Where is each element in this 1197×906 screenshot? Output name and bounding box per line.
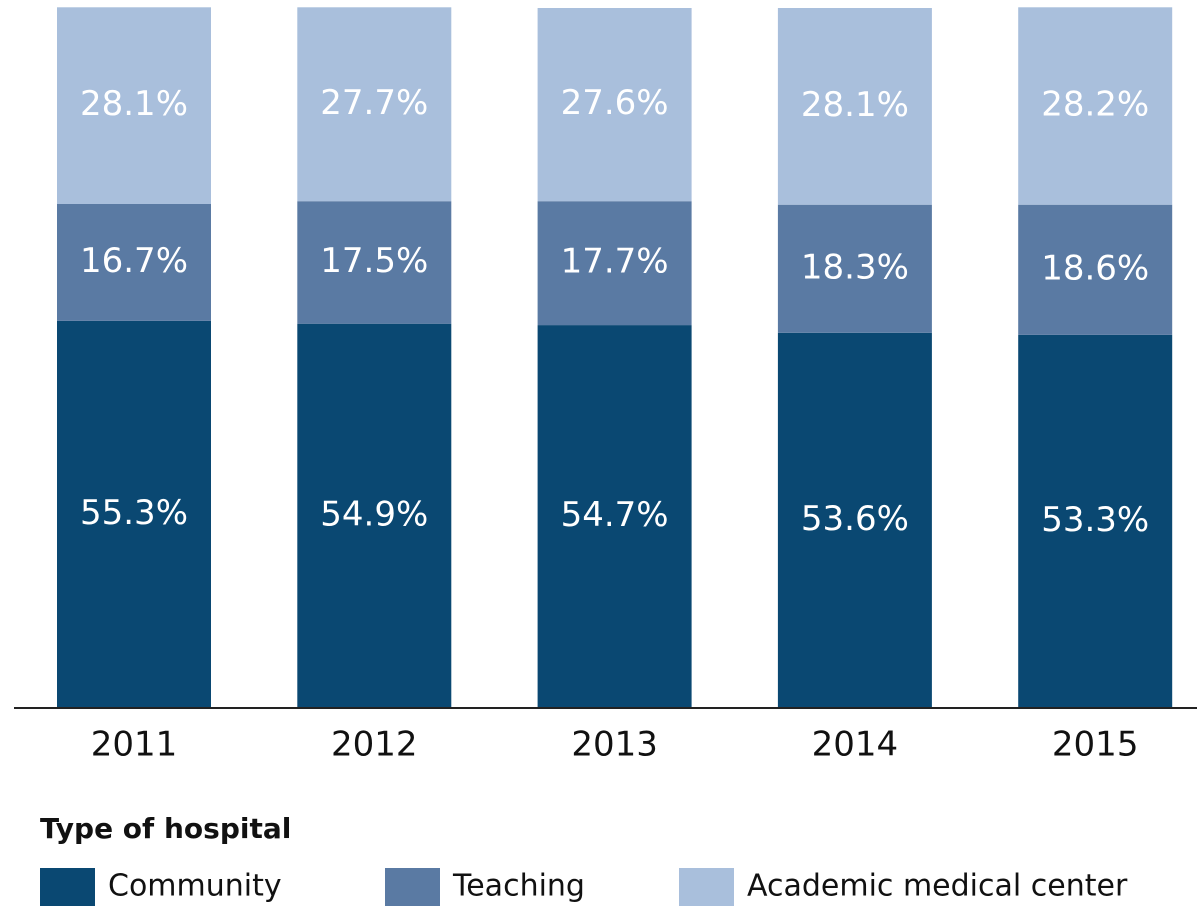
data-label: 27.7% bbox=[320, 83, 428, 123]
x-tick-label: 2011 bbox=[91, 725, 178, 765]
bar-segment bbox=[297, 323, 452, 708]
bar-segment bbox=[1018, 204, 1173, 335]
legend-label: Community bbox=[108, 869, 282, 904]
data-label: 18.3% bbox=[801, 247, 909, 287]
data-label: 53.6% bbox=[801, 499, 909, 539]
bar-segment bbox=[777, 204, 932, 333]
data-label: 28.2% bbox=[1041, 85, 1149, 125]
legend-label: Teaching bbox=[452, 869, 585, 904]
bar-segment bbox=[777, 8, 932, 205]
data-label: 28.1% bbox=[801, 85, 909, 125]
legend-swatch bbox=[679, 868, 734, 906]
data-label: 54.9% bbox=[320, 494, 428, 534]
x-tick-label: 2013 bbox=[571, 725, 658, 765]
bar-segment bbox=[57, 204, 211, 321]
data-label: 27.6% bbox=[561, 83, 669, 123]
data-label: 28.1% bbox=[80, 84, 188, 124]
data-label: 53.3% bbox=[1041, 500, 1149, 540]
legend-swatch bbox=[385, 868, 440, 906]
bar-segment bbox=[1018, 7, 1173, 205]
legend-swatch bbox=[40, 868, 95, 906]
bar-segment bbox=[1018, 334, 1173, 708]
bar-segment bbox=[297, 7, 452, 202]
bar-segment bbox=[537, 325, 692, 708]
x-tick-label: 2012 bbox=[331, 725, 418, 765]
x-tick-label: 2015 bbox=[1052, 725, 1139, 765]
x-tick-label: 2014 bbox=[812, 725, 899, 765]
data-label: 18.6% bbox=[1041, 248, 1149, 288]
data-label: 16.7% bbox=[80, 241, 188, 281]
data-label: 17.5% bbox=[320, 241, 428, 281]
legend-title: Type of hospital bbox=[40, 812, 291, 845]
bar-segment bbox=[537, 8, 692, 202]
bar-segment bbox=[777, 332, 932, 708]
data-label: 17.7% bbox=[561, 242, 669, 282]
bar-segment bbox=[297, 201, 452, 324]
data-label: 54.7% bbox=[561, 495, 669, 535]
data-label: 55.3% bbox=[80, 493, 188, 533]
bar-segment bbox=[57, 7, 211, 204]
bar-segment bbox=[537, 201, 692, 326]
legend-label: Academic medical center bbox=[747, 869, 1128, 904]
bar-segment bbox=[57, 320, 211, 708]
